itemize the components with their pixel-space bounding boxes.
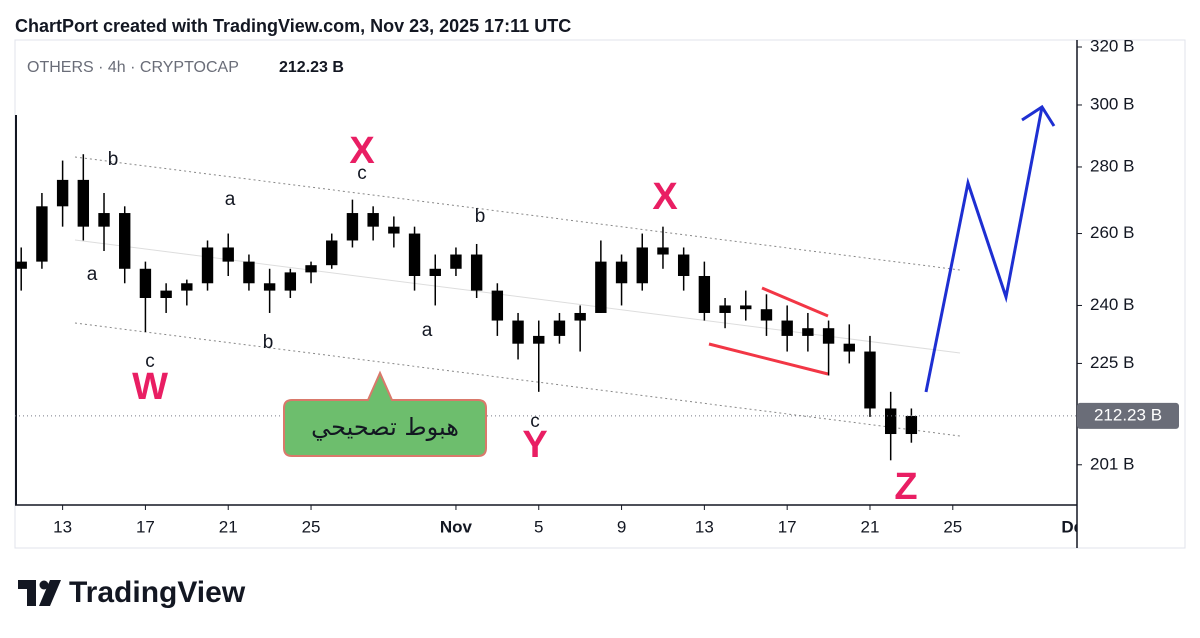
plot-area bbox=[15, 104, 1077, 461]
wave-label: b bbox=[263, 332, 274, 353]
x-tick-label: 13 bbox=[695, 517, 714, 536]
candle-body bbox=[77, 179, 90, 227]
candle-body bbox=[595, 261, 607, 313]
candle-body bbox=[615, 261, 628, 284]
candle-body bbox=[367, 213, 379, 227]
candle-body bbox=[56, 179, 69, 207]
y-tick-label: 240 B bbox=[1090, 295, 1134, 314]
candle-body bbox=[905, 415, 918, 435]
candle-body bbox=[263, 283, 276, 291]
x-tick-label: 9 bbox=[617, 517, 626, 536]
wave-label: a bbox=[225, 189, 236, 210]
logo-text: TradingView bbox=[69, 576, 246, 609]
channel-upper bbox=[74, 156, 961, 271]
candle-body bbox=[533, 335, 545, 344]
callout-box bbox=[283, 370, 487, 457]
logo-dot bbox=[39, 580, 49, 590]
candle-body bbox=[160, 290, 172, 298]
x-tick-label: 17 bbox=[778, 517, 797, 536]
wave-label: b bbox=[475, 206, 486, 227]
candle-body bbox=[98, 213, 110, 227]
wave-label: Y bbox=[522, 424, 547, 466]
candle-body bbox=[802, 328, 814, 336]
candle-body bbox=[636, 247, 648, 284]
projection-arrowhead bbox=[1021, 104, 1056, 127]
candle-body bbox=[822, 328, 835, 344]
candle-body bbox=[284, 272, 297, 291]
projection bbox=[924, 106, 1044, 393]
candle-body bbox=[512, 320, 524, 344]
x-axis: 13 17 21 25 Nov 5 9 13 17 21 25 Dec bbox=[53, 505, 1092, 536]
wedge-lower bbox=[708, 342, 829, 376]
candle-body bbox=[36, 206, 48, 262]
wave-label: W bbox=[132, 366, 168, 408]
wave-label: X bbox=[652, 176, 678, 218]
candle-body bbox=[843, 343, 855, 352]
candle-body bbox=[781, 320, 793, 336]
x-tick-label: 25 bbox=[943, 517, 962, 536]
last-price-label: 212.23 B bbox=[1094, 405, 1162, 424]
candle-body bbox=[181, 283, 193, 291]
candle-body bbox=[698, 275, 711, 313]
candle-body bbox=[388, 226, 400, 234]
candle-body bbox=[677, 254, 690, 276]
y-tick-label: 225 B bbox=[1090, 353, 1134, 372]
y-tick-label: 201 B bbox=[1090, 454, 1134, 473]
wave-label: Z bbox=[894, 466, 917, 508]
wave-label: c bbox=[145, 351, 155, 372]
wave-label: c bbox=[530, 411, 540, 432]
candle-body bbox=[15, 261, 27, 269]
candle-body bbox=[760, 309, 773, 321]
header: ChartPort created with TradingView.com, … bbox=[15, 16, 571, 36]
wave-label: X bbox=[349, 130, 375, 172]
y-tick-label: 300 B bbox=[1090, 94, 1134, 113]
x-tick-label: 25 bbox=[302, 517, 321, 536]
x-tick-label: 13 bbox=[53, 517, 72, 536]
channel-lower bbox=[74, 322, 961, 437]
wave-label: c bbox=[357, 163, 367, 184]
wave-label: a bbox=[87, 264, 98, 285]
candle-body bbox=[119, 213, 131, 269]
callout-text: هبوط تصحيحي bbox=[311, 413, 459, 441]
wedge-upper bbox=[761, 286, 829, 318]
candle-body bbox=[470, 254, 483, 291]
candle-body bbox=[429, 268, 441, 276]
y-tick-label: 280 B bbox=[1090, 156, 1134, 175]
last-price-box bbox=[1077, 402, 1179, 429]
logo-mark bbox=[18, 580, 36, 606]
x-tick-label: 21 bbox=[219, 517, 238, 536]
candle-body bbox=[408, 233, 421, 276]
y-tick-label: 320 B bbox=[1090, 36, 1134, 55]
logo: TradingView bbox=[18, 576, 246, 609]
x-tick-label: Nov bbox=[440, 517, 473, 536]
candle-body bbox=[491, 290, 504, 321]
candle-body bbox=[864, 351, 876, 409]
candle-body bbox=[740, 305, 752, 310]
candle-body bbox=[326, 240, 338, 266]
candle-body bbox=[719, 305, 731, 313]
wave-label: b bbox=[108, 149, 119, 170]
logo-mark bbox=[39, 580, 61, 606]
legend-symbol: OTHERS · 4h · CRYPTOCAP bbox=[27, 59, 239, 76]
legend-price: 212.23 B bbox=[279, 59, 344, 76]
candle-body bbox=[243, 261, 255, 284]
x-tick-label: 21 bbox=[861, 517, 880, 536]
x-tick-label: 17 bbox=[136, 517, 155, 536]
candle-body bbox=[139, 268, 152, 298]
candle-body bbox=[222, 247, 234, 262]
y-tick-label: 260 B bbox=[1090, 223, 1134, 242]
candle-body bbox=[657, 247, 669, 255]
candle-body bbox=[553, 320, 566, 336]
candle-body bbox=[884, 408, 897, 435]
candle-body bbox=[201, 247, 214, 284]
x-tick-label: Dec bbox=[1061, 517, 1092, 536]
candle-body bbox=[346, 213, 359, 241]
candle-body bbox=[305, 265, 317, 273]
candle-body bbox=[450, 254, 462, 269]
wave-labels: b a c W a b X c a b c Y X Z bbox=[87, 130, 918, 508]
x-tick-label: 5 bbox=[534, 517, 543, 536]
wave-label: a bbox=[422, 320, 433, 341]
candle-body bbox=[574, 312, 586, 321]
